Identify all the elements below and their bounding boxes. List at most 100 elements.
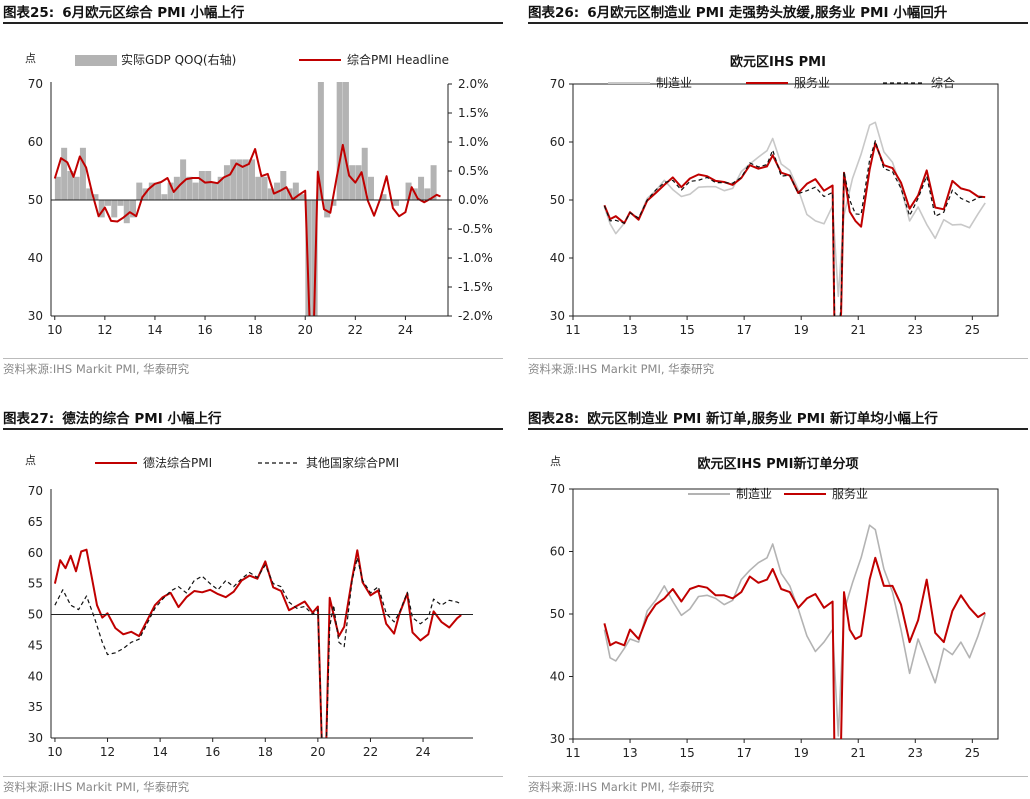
figure-title: 图表27: 德法的综合 PMI 小幅上行: [3, 409, 503, 430]
gdp-bar: [324, 200, 331, 218]
gdp-bar: [355, 165, 362, 200]
source-note: 资料来源:IHS Markit PMI, 华泰研究: [3, 776, 503, 795]
y-tick-label: 30: [550, 309, 565, 323]
x-tick-label: 22: [363, 745, 378, 759]
source-note: 资料来源:IHS Markit PMI, 华泰研究: [528, 358, 1028, 377]
x-tick-label: 12: [97, 323, 112, 337]
figure-28: 图表28: 欧元区制造业 PMI 新订单,服务业 PMI 新订单均小幅上行 欧元区…: [528, 409, 1028, 799]
series-line: [53, 548, 462, 738]
series-line: [603, 140, 986, 316]
gdp-bar: [67, 171, 74, 200]
figure-title: 图表28: 欧元区制造业 PMI 新订单,服务业 PMI 新订单均小幅上行: [528, 409, 1028, 430]
figure-caption: 德法的综合 PMI 小幅上行: [62, 411, 222, 427]
chart-title: 欧元区IHS PMI: [730, 54, 826, 70]
gdp-bar: [117, 200, 124, 206]
y-tick-label: 60: [550, 545, 565, 559]
gdp-bar: [280, 171, 287, 200]
gdp-bar: [136, 182, 143, 200]
figure-number: 图表26:: [528, 5, 580, 21]
y-tick-label: 40: [28, 669, 43, 683]
gdp-bar: [336, 82, 343, 200]
plot-area: [603, 524, 986, 739]
x-tick-label: 15: [679, 746, 694, 760]
figure-caption: 6月欧元区制造业 PMI 走强势头放缓,服务业 PMI 小幅回升: [587, 5, 948, 21]
gdp-bar: [424, 188, 431, 200]
legend-label: 制造业: [736, 487, 772, 501]
y-tick-label: 70: [28, 77, 43, 91]
y-tick-label: 45: [28, 638, 43, 652]
gdp-bar: [192, 182, 199, 200]
series-line: [603, 556, 986, 739]
x-tick-label: 10: [47, 745, 62, 759]
x-tick-label: 11: [565, 323, 580, 337]
right-tick-label: 0.0%: [458, 193, 489, 207]
series-line: [603, 121, 986, 298]
chart-25: 点 70 60 50 40 30 2.0% 1.5% 1.0% 0.5% 0.0% -0.5% -1.0…: [25, 52, 493, 337]
plot-area: [53, 82, 441, 316]
x-tick-label: 24: [415, 745, 430, 759]
y-tick-label: 50: [550, 607, 565, 621]
gdp-bar: [405, 182, 412, 200]
gdp-bar: [73, 176, 80, 200]
x-tick-label: 10: [47, 323, 62, 337]
gdp-bar: [361, 147, 368, 200]
x-tick-label: 13: [622, 323, 637, 337]
gdp-bar: [148, 182, 155, 200]
x-tick-label: 12: [100, 745, 115, 759]
gdp-bar: [230, 159, 237, 200]
right-tick-label: 1.5%: [458, 106, 489, 120]
figure-caption: 欧元区制造业 PMI 新订单,服务业 PMI 新订单均小幅上行: [587, 411, 938, 427]
gdp-bar: [255, 176, 262, 200]
x-tick-label: 18: [247, 323, 262, 337]
x-tick-label: 19: [794, 746, 809, 760]
x-tick-label: 25: [965, 323, 980, 337]
gdp-bar: [217, 176, 224, 200]
figure-caption: 6月欧元区综合 PMI 小幅上行: [62, 5, 245, 21]
legend-label: 实际GDP QOQ(右轴): [121, 52, 236, 67]
x-tick-label: 13: [622, 746, 637, 760]
gdp-bar: [299, 194, 306, 200]
legend-swatch: [75, 55, 117, 66]
y-tick-label: 50: [28, 608, 43, 622]
legend-label: 综合: [931, 75, 955, 90]
figure-26: 图表26: 6月欧元区制造业 PMI 走强势头放缓,服务业 PMI 小幅回升 欧元…: [528, 3, 1028, 378]
plot-area: [53, 548, 462, 738]
gdp-bar: [54, 176, 61, 200]
gdp-bar: [249, 159, 256, 200]
right-tick-label: -0.5%: [458, 222, 493, 236]
x-tick-label: 19: [794, 323, 809, 337]
gdp-bar: [161, 194, 168, 200]
gdp-bar: [380, 194, 387, 200]
figure-number: 图表27:: [3, 411, 55, 427]
y-tick-label: 70: [28, 484, 43, 498]
gdp-bar: [167, 182, 174, 200]
figure-25: 图表25: 6月欧元区综合 PMI 小幅上行 点 70 60 50 40 30 2.0% 1.5…: [3, 3, 503, 378]
right-tick-label: -1.5%: [458, 280, 493, 294]
gdp-bar: [86, 188, 93, 200]
gdp-bar: [342, 82, 349, 200]
gdp-bar: [92, 194, 99, 200]
chart-title: 欧元区IHS PMI新订单分项: [698, 456, 859, 472]
figure-number: 图表25:: [3, 5, 55, 21]
gdp-bar: [367, 176, 374, 200]
gdp-bar: [418, 176, 425, 200]
gdp-bar: [180, 159, 187, 200]
gdp-bar: [330, 200, 337, 206]
gdp-bar: [393, 200, 400, 206]
x-tick-label: 22: [348, 323, 363, 337]
gdp-bar: [186, 176, 193, 200]
gdp-bar: [242, 159, 249, 200]
gdp-bar: [211, 182, 218, 200]
x-tick-label: 11: [565, 746, 580, 760]
gdp-bar: [198, 171, 205, 200]
source-note: 资料来源:IHS Markit PMI, 华泰研究: [528, 776, 1028, 795]
series-line: [603, 142, 986, 316]
x-tick-label: 14: [152, 745, 167, 759]
y-tick-label: 55: [28, 577, 43, 591]
y-tick-label: 50: [550, 193, 565, 207]
gdp-bar: [79, 147, 86, 200]
x-tick-label: 14: [147, 323, 162, 337]
gdp-bar: [236, 159, 243, 200]
y-tick-label: 40: [28, 251, 43, 265]
figure-title: 图表26: 6月欧元区制造业 PMI 走强势头放缓,服务业 PMI 小幅回升: [528, 3, 1028, 24]
